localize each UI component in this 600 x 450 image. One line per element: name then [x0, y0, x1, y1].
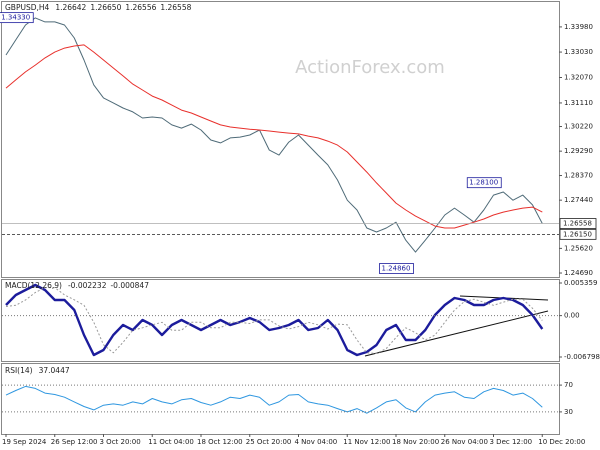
header-value: 1.26556	[125, 3, 156, 12]
annotation-box	[379, 263, 414, 274]
x-tick-label: 4 Nov 04:00	[295, 438, 338, 446]
annotation-label: 1.28100	[469, 179, 498, 187]
header-value: 37.0447	[39, 366, 70, 375]
y-tick-label: 1.28370	[564, 172, 593, 180]
price-box	[559, 228, 597, 240]
y-tick-label: 70	[564, 381, 573, 389]
x-tick-label: 26 Nov 04:00	[441, 438, 488, 446]
price-label: 1.26558	[563, 220, 592, 228]
x-tick-label: 3 Dec 12:00	[490, 438, 533, 446]
annotation-box	[466, 177, 502, 189]
x-tick-label: 3 Oct 20:00	[100, 438, 141, 446]
x-tick-label: 18 Oct 12:00	[197, 438, 243, 446]
y-tick-label: 30	[564, 408, 573, 416]
y-tick-label: 1.25620	[564, 244, 593, 252]
watermark: ActionForex.com	[295, 57, 445, 78]
panel-title: RSI(14)	[5, 366, 33, 375]
header-value: 1.26558	[160, 3, 191, 12]
trend-line	[364, 310, 549, 357]
header-value: 1.26650	[90, 3, 121, 12]
y-tick-label: 1.29290	[564, 147, 593, 155]
y-tick-label: 1.24690	[564, 269, 593, 277]
annotation-label: 1.24860	[382, 265, 411, 273]
header-value: -0.002232	[68, 281, 107, 290]
y-tick-label: -0.006798	[564, 353, 600, 361]
panel-title: GBPUSD,H4	[5, 3, 50, 12]
plots	[5, 17, 544, 414]
x-tick-label: 11 Nov 12:00	[343, 438, 390, 446]
macd-panel	[1, 279, 560, 362]
panel-header: RSI(14) 37.0447	[5, 366, 70, 375]
x-tick-label: 18 Nov 20:00	[392, 438, 439, 446]
series-line	[5, 283, 544, 357]
price-panel	[1, 1, 560, 278]
series-line	[5, 17, 543, 253]
annotation-label: 1.34330	[1, 14, 30, 22]
y-tick-label: 1.33980	[564, 23, 593, 31]
x-tick-label: 11 Oct 04:00	[148, 438, 194, 446]
panel-header: GBPUSD,H4 1.26642 1.26650 1.26556 1.26558	[5, 3, 192, 12]
y-tick-label: 0.005359	[564, 279, 597, 287]
y-tick-label: 1.30220	[564, 123, 593, 131]
header-value: -0.000847	[110, 281, 149, 290]
x-tick-label: 19 Sep 2024	[2, 438, 47, 446]
price-box	[559, 218, 597, 229]
y-tick-label: 1.33030	[564, 48, 593, 56]
y-tick-label: 1.31110	[564, 99, 593, 107]
y-tick-label: 1.32070	[564, 74, 593, 82]
price-label: 1.26150	[563, 230, 592, 238]
series-line	[5, 44, 543, 229]
rsi-panel	[1, 363, 560, 435]
panel-header: MACD(12,26,9) -0.002232 -0.000847	[5, 281, 149, 290]
x-tick-label: 26 Sep 12:00	[51, 438, 98, 446]
panel-title: MACD(12,26,9)	[5, 281, 62, 290]
y-tick-label: 0.00	[564, 312, 580, 320]
header-value: 1.26642	[55, 3, 86, 12]
annotation-box	[0, 12, 34, 24]
x-tick-label: 25 Oct 20:00	[246, 438, 292, 446]
y-tick-label: 1.27440	[564, 196, 593, 204]
series-line	[5, 385, 543, 414]
x-tick-label: 10 Dec 20:00	[538, 438, 585, 446]
